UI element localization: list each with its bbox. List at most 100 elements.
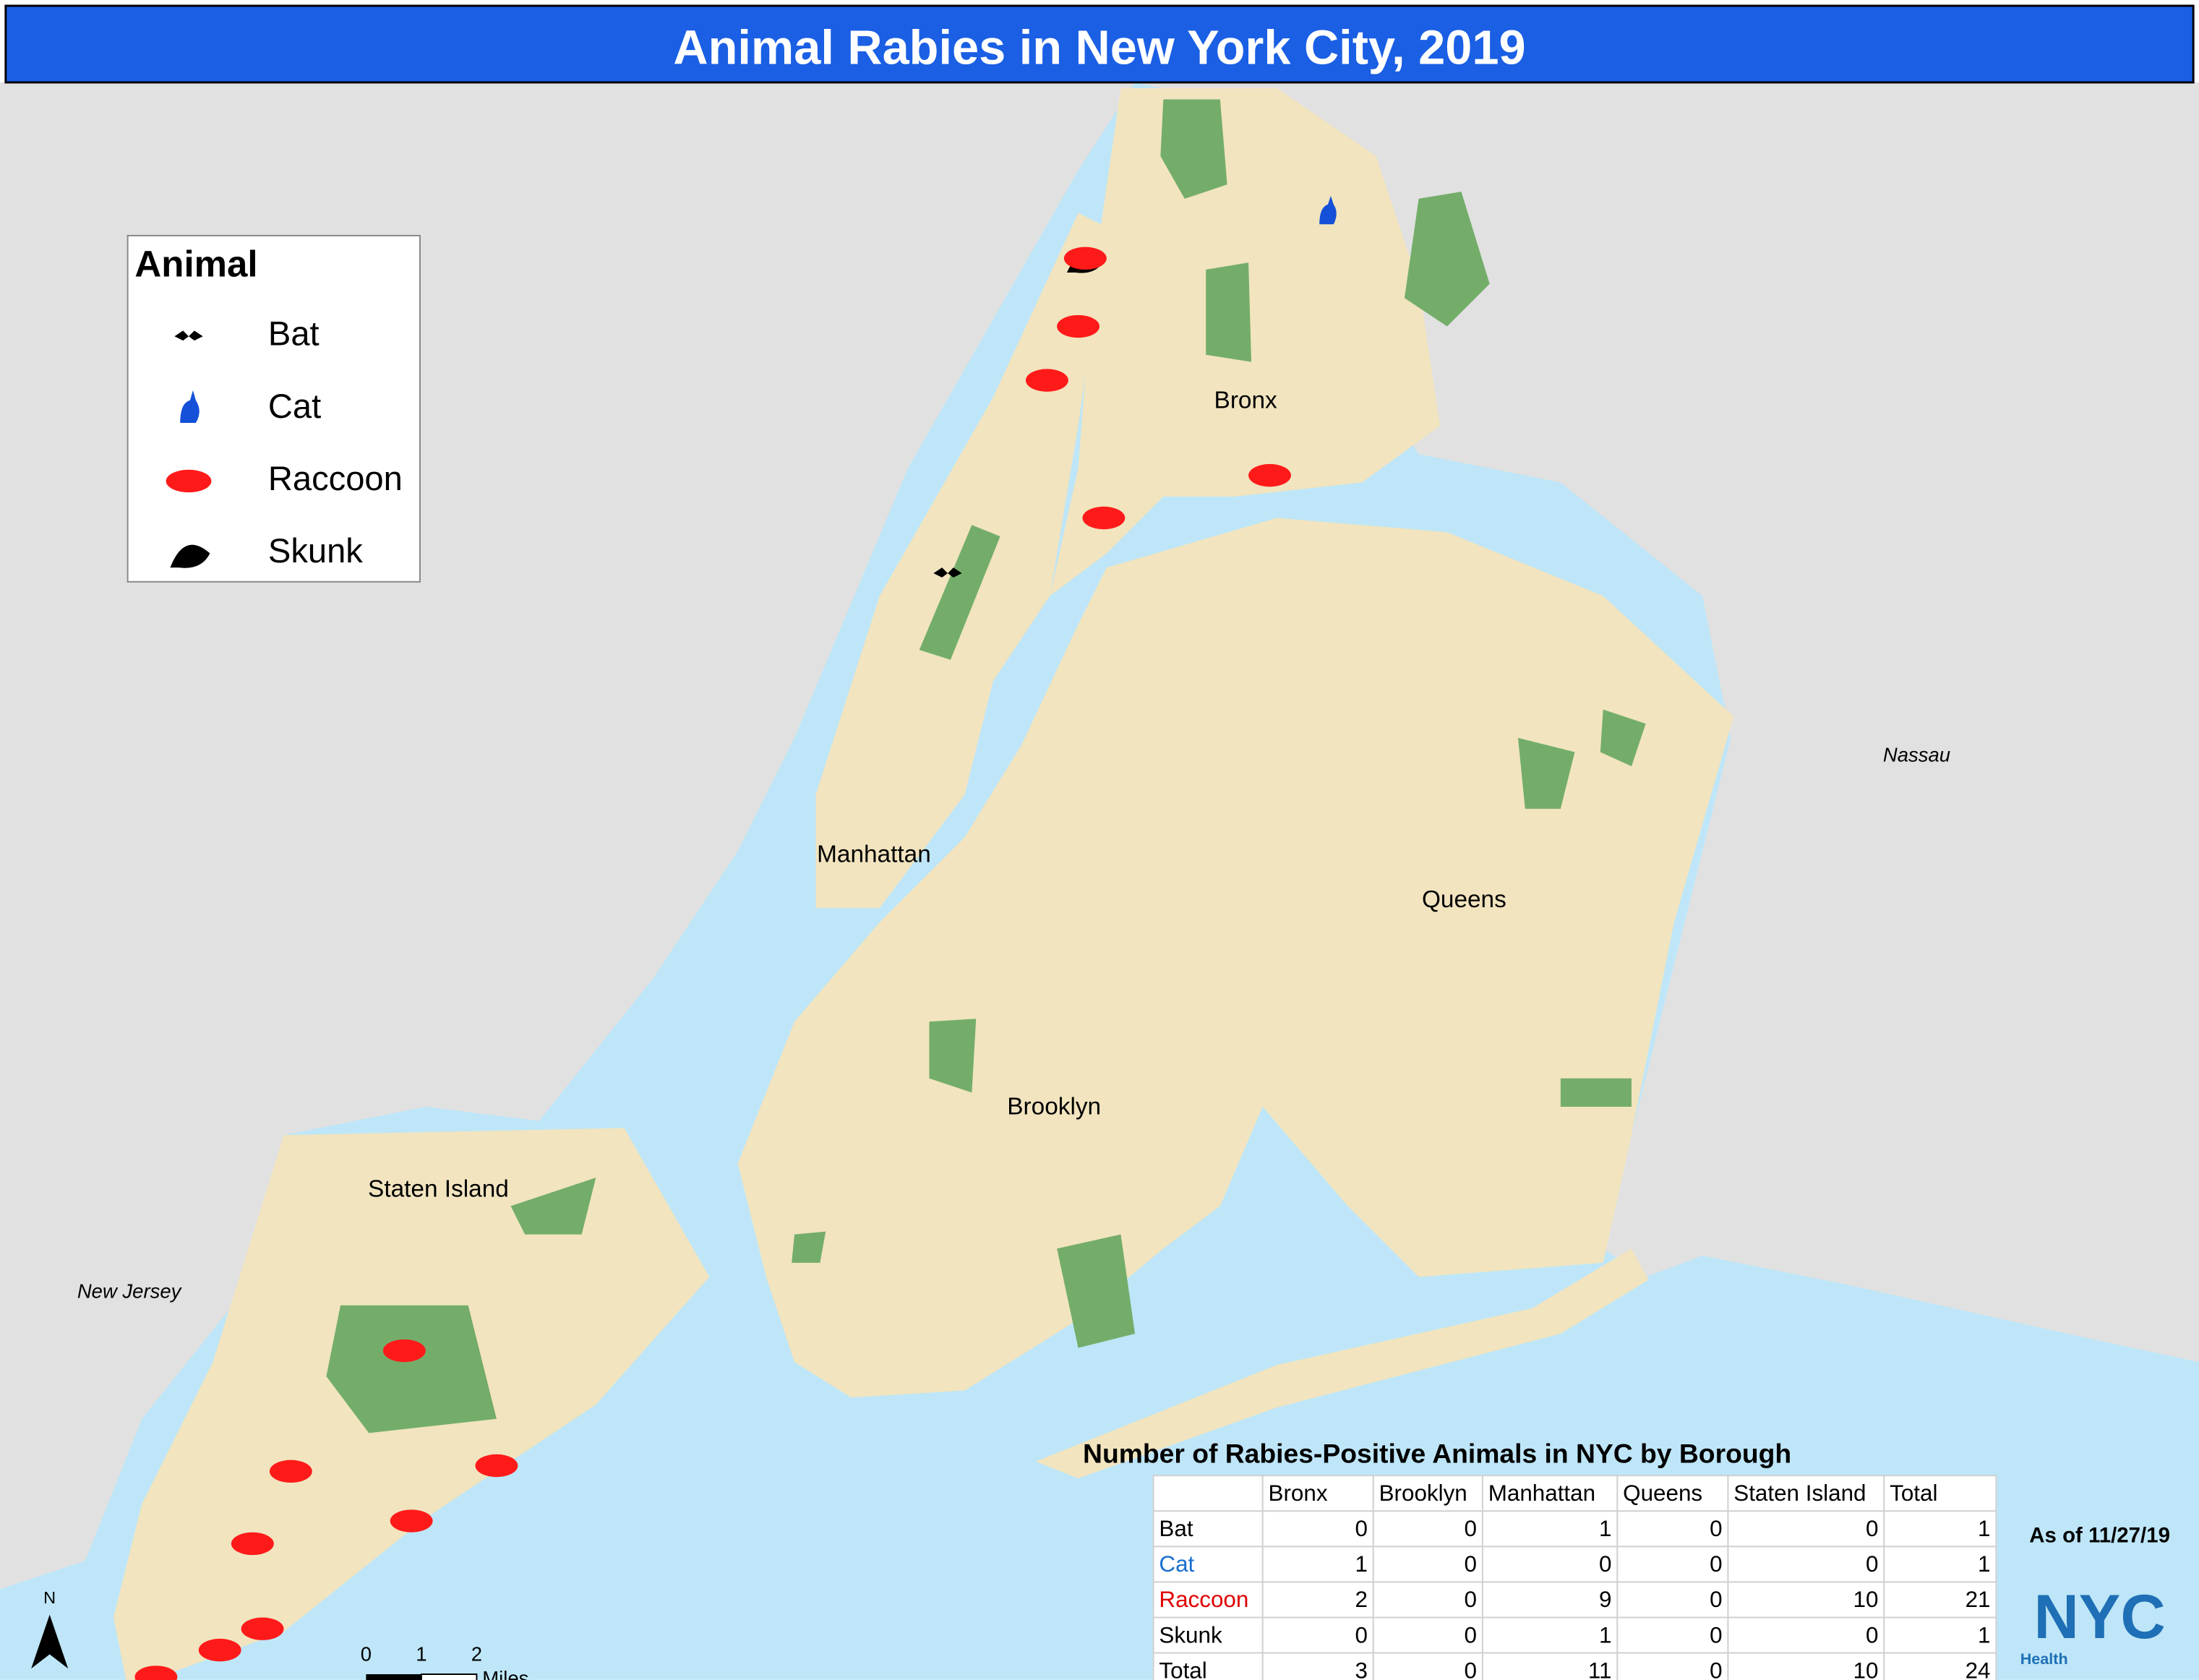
raccoon-marker <box>1057 314 1100 338</box>
raccoon-marker <box>1025 369 1068 392</box>
logo: NYC <box>2033 1582 2165 1652</box>
table-value: 9 <box>1599 1587 1611 1612</box>
table-cell <box>1481 1546 1619 1583</box>
title: Animal Rabies in New York City, 2019 <box>673 21 1525 74</box>
column-header: Bronx <box>1269 1480 1328 1506</box>
park <box>1560 1078 1632 1107</box>
table-value: 0 <box>1465 1551 1477 1577</box>
table-cell <box>1261 1510 1374 1548</box>
park <box>1404 192 1490 327</box>
table-cell <box>1616 1652 1729 1680</box>
table-value: 0 <box>1710 1658 1722 1680</box>
table-value: 0 <box>1465 1658 1477 1680</box>
column-header: Manhattan <box>1488 1480 1595 1506</box>
raccoon-marker <box>241 1617 284 1640</box>
park <box>919 525 1000 660</box>
borough-label: Brooklyn <box>1007 1094 1101 1120</box>
scale-unit: Miles <box>482 1667 528 1680</box>
column-header: Staten Island <box>1733 1480 1866 1506</box>
table-value: 1 <box>1599 1516 1611 1541</box>
table-cell <box>1481 1616 1619 1654</box>
scale-tick-label: 1 <box>416 1643 426 1666</box>
park <box>326 1305 497 1433</box>
table-cell <box>1883 1510 1997 1548</box>
region-label: Nassau <box>1883 743 1950 766</box>
legend-title: Animal <box>134 244 257 285</box>
raccoon-marker <box>269 1460 312 1483</box>
table-value: 1 <box>1599 1622 1611 1647</box>
table-cell <box>1883 1652 1997 1680</box>
raccoon-marker <box>134 1666 178 1680</box>
borough-label: Manhattan <box>817 841 931 867</box>
park <box>510 1178 596 1235</box>
raccoon-marker <box>1248 463 1291 487</box>
legend-label: Skunk <box>268 531 363 570</box>
rockaway-shape <box>1035 1248 1649 1479</box>
north-label: N <box>43 1588 56 1607</box>
park <box>1517 737 1575 809</box>
table-cell <box>1372 1616 1483 1654</box>
table-value: 0 <box>1866 1622 1878 1647</box>
table-value: 0 <box>1866 1551 1878 1577</box>
raccoon-marker <box>198 1638 241 1662</box>
table-cell <box>1152 1616 1264 1654</box>
region-label: New Jersey <box>77 1280 183 1302</box>
raccoon-marker <box>1082 506 1126 530</box>
table-value: 0 <box>1355 1622 1367 1647</box>
raccoon-marker <box>390 1509 433 1533</box>
legend-label: Raccoon <box>268 459 403 497</box>
park <box>792 1231 826 1263</box>
table-value: 3 <box>1355 1658 1367 1680</box>
table-cell <box>1372 1546 1483 1583</box>
raccoon-marker <box>475 1454 518 1478</box>
cat-marker <box>1319 195 1337 225</box>
table-value: 0 <box>1465 1622 1477 1647</box>
brooklyn-shape <box>737 745 1263 1398</box>
scale-labels: 0 1 2 <box>361 1643 482 1666</box>
north-arrow <box>31 1614 69 1669</box>
bat-icon <box>174 330 203 341</box>
row-label: Bat <box>1159 1516 1193 1541</box>
table-cell <box>1481 1652 1619 1680</box>
table-cell <box>1261 1546 1374 1583</box>
raccoon-marker <box>382 1339 426 1363</box>
table-cell <box>1727 1546 1885 1583</box>
column-header: Brooklyn <box>1379 1480 1467 1506</box>
table-value: 1 <box>1978 1551 1990 1577</box>
table-cell <box>1372 1475 1483 1512</box>
table-cell <box>1152 1510 1264 1548</box>
raccoon-icon <box>166 469 212 493</box>
legend-label: Cat <box>268 387 321 425</box>
row-label: Skunk <box>1159 1622 1222 1647</box>
table-value: 21 <box>1966 1587 1991 1612</box>
scale-bar <box>420 1673 478 1680</box>
table-cell <box>1481 1510 1619 1548</box>
legend-icons <box>166 330 212 568</box>
parks <box>326 99 1646 1433</box>
park <box>1600 709 1646 766</box>
park <box>1057 1234 1136 1348</box>
table-value: 0 <box>1465 1516 1477 1541</box>
table-cell <box>1727 1510 1885 1548</box>
table-value: 0 <box>1710 1622 1722 1647</box>
table-cell <box>1727 1652 1885 1680</box>
borough-label: Bronx <box>1214 387 1277 413</box>
table-value: 2 <box>1355 1587 1367 1612</box>
raccoon-marker <box>231 1532 274 1556</box>
table-value: 0 <box>1710 1516 1722 1541</box>
table-title: Number of Rabies-Positive Animals in NYC… <box>1083 1439 1791 1469</box>
park <box>1160 99 1227 199</box>
park <box>1206 262 1251 362</box>
table-value: 0 <box>1465 1587 1477 1612</box>
scale-tick-label: 2 <box>471 1643 482 1666</box>
as-of-date: As of 11/27/19 <box>2029 1523 2170 1547</box>
table-cell <box>1883 1581 1997 1619</box>
table-cell <box>1616 1510 1729 1548</box>
table-value: 10 <box>1853 1587 1879 1612</box>
column-header: Total <box>1890 1480 1937 1506</box>
table-value: 1 <box>1355 1551 1367 1577</box>
table-cell <box>1883 1475 1997 1512</box>
table-value: 24 <box>1966 1658 1991 1680</box>
row-label: Cat <box>1159 1551 1194 1577</box>
